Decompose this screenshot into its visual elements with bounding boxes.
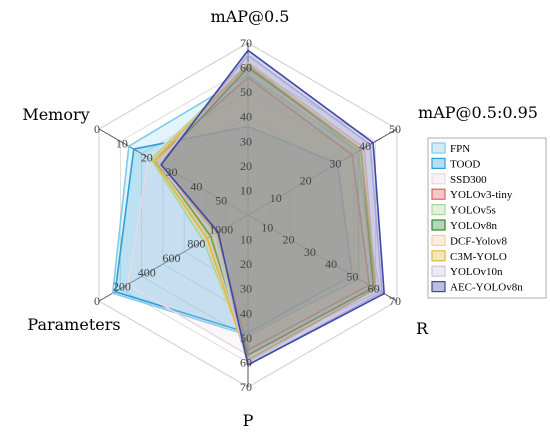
legend-label: C3M-YOLO [450,251,507,263]
tick-label: 10 [270,191,282,205]
axis-title: mAP@0.5 [211,7,290,26]
legend-swatch [431,204,446,216]
tick-label: 0 [94,122,100,136]
series-tood [114,125,354,334]
tick-label: 30 [329,156,341,170]
tick-label: 30 [304,245,316,259]
axis-title: Memory [22,105,89,124]
tick-label: 200 [113,280,131,294]
tick-label: 600 [163,251,181,265]
tick-label: 30 [240,134,252,148]
legend-label: TOOD [450,158,480,170]
tick-label: 40 [359,139,371,153]
tick-label: 50 [215,194,227,208]
legend-label: AEC-YOLOv8n [450,282,523,294]
axis-line [247,214,398,302]
axis-line [98,214,249,302]
axis-title: R [416,319,429,338]
tick-label: 10 [116,136,128,150]
tick-label: 70 [240,380,252,394]
legend-swatch [431,173,446,185]
tick-label: 60 [368,282,380,296]
tick-label: 10 [240,183,252,197]
radar-series [111,49,385,366]
legend-swatch [431,250,446,262]
legend-label: FPN [450,143,470,155]
tick-label: 800 [187,237,205,251]
tick-label: 0 [94,294,100,308]
tick-label: 40 [240,110,252,124]
axis-line [98,128,249,216]
legend-label: YOLOv8n [450,220,498,232]
tick-label: 40 [190,179,202,193]
tick-label: 70 [389,294,401,308]
legend-swatch [431,188,446,200]
radar-axis-titles: mAP@0.5 mAP@0.5:0.95 R P Parameters Memory [22,7,538,430]
tick-label: 40 [325,257,337,271]
legend-box [427,137,547,299]
tick-label: 10 [240,233,252,247]
legend-swatch [431,142,446,154]
tick-label: 50 [389,122,401,136]
tick-label: 10 [261,220,273,234]
legend-label: DCF-Yolov8 [450,235,507,247]
series-c3m-yolo [152,64,377,361]
legend: FPN TOOD SSD300 YOLOv3-tiny YOLOv5s YOLOv8n DC… [427,137,547,299]
legend-swatch [431,281,446,293]
legend-swatch [431,157,446,169]
tick-label: 30 [166,165,178,179]
tick-label: 60 [240,355,252,369]
tick-label: 20 [141,151,153,165]
tick-label: 1000 [209,222,233,236]
legend-label: YOLOv3-tiny [450,189,513,201]
tick-label: 50 [240,85,252,99]
tick-label: 20 [240,159,252,173]
tick-label: 20 [240,257,252,271]
tick-label: 60 [240,61,252,75]
axis-title: mAP@0.5:0.95 [418,103,538,122]
tick-label: 40 [240,306,252,320]
series-aec-yolov8n [160,49,385,366]
tick-label: 20 [300,174,312,188]
legend-swatch [431,265,446,277]
axis-title: Parameters [27,315,120,334]
tick-label: 50 [346,269,358,283]
tick-label: 400 [138,265,156,279]
axis-line [247,128,398,216]
axis-title: P [243,411,254,430]
legend-label: YOLOv5s [450,205,496,217]
tick-label: 70 [240,36,252,50]
legend-label: YOLOv10n [450,266,503,278]
tick-label: 20 [283,233,295,247]
tick-label: 30 [240,282,252,296]
tick-label: 50 [240,331,252,345]
legend-swatch [431,234,446,246]
radar-tick-labels: 10 20 30 40 50 60 70 10 20 30 40 50 10 20 30 40 50 60 70 10… [94,36,401,394]
legend-label: SSD300 [450,174,487,186]
legend-swatch [431,219,446,231]
